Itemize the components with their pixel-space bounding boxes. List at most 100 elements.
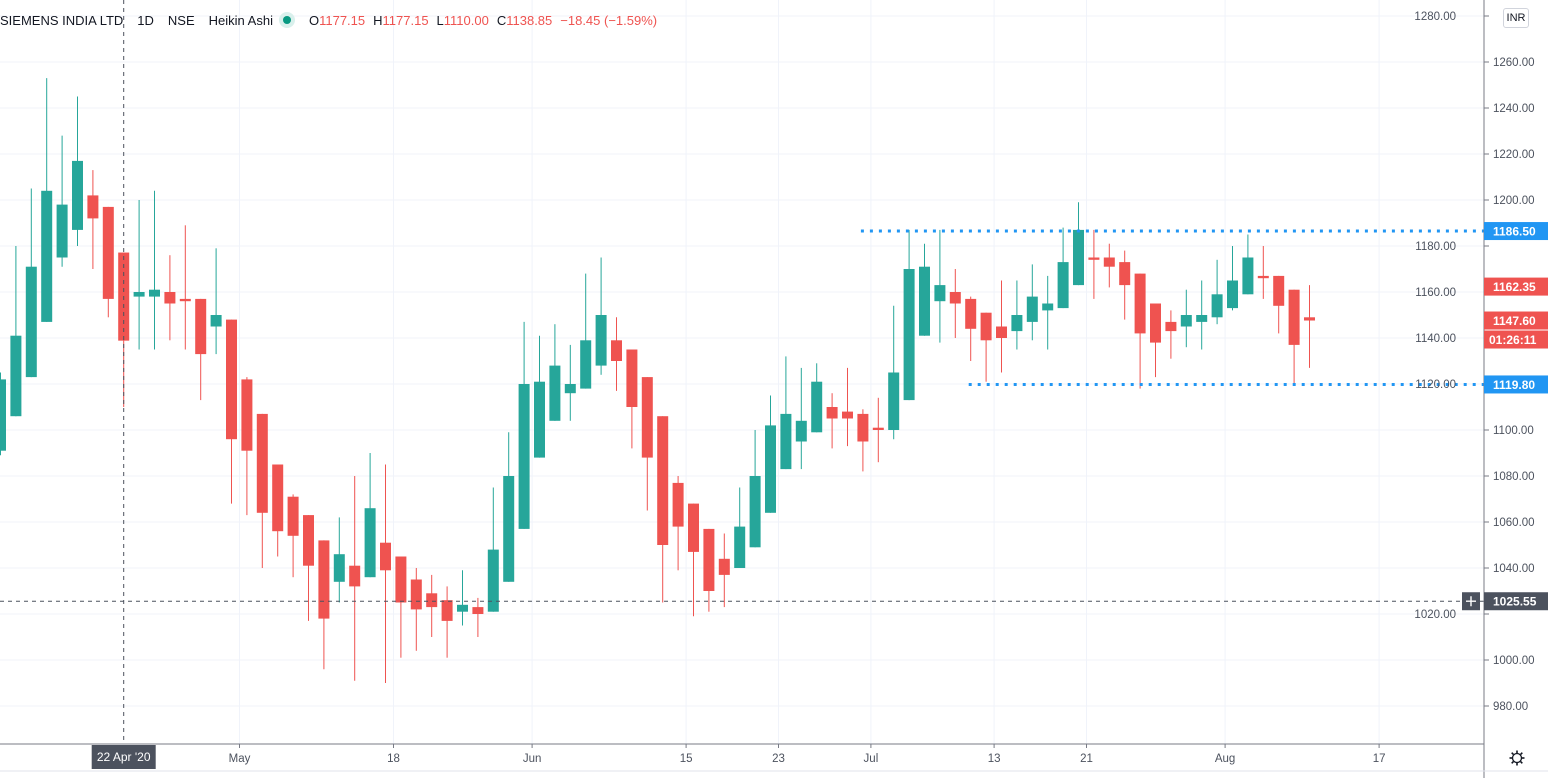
candle-up	[595, 315, 607, 366]
crosshair-price-label: 1025.55	[1493, 595, 1537, 609]
candle-down	[718, 558, 730, 575]
candle-up	[811, 381, 823, 433]
candle-down	[1288, 289, 1300, 345]
candle-down	[256, 413, 268, 513]
candle-down	[102, 206, 114, 299]
candle-down	[703, 528, 715, 591]
change-value: −18.45 (−1.59%)	[560, 12, 658, 28]
currency-button[interactable]: INR	[1503, 8, 1529, 28]
candle-down	[1088, 257, 1100, 260]
candle-up	[934, 285, 946, 302]
interval[interactable]: 1D	[137, 12, 154, 28]
close-value: 1138.85	[506, 12, 553, 28]
candle-up	[580, 340, 592, 389]
candle-up	[1242, 257, 1254, 295]
x-tick-label: 15	[680, 753, 693, 765]
bar-countdown: 01:26:11	[1489, 333, 1537, 347]
low-label: L	[436, 12, 444, 28]
open-value: 1177.15	[319, 12, 366, 28]
candle-down	[1304, 317, 1315, 321]
x-tick-label: 23	[772, 753, 785, 765]
candle-up	[333, 554, 345, 582]
candle-up	[25, 266, 37, 378]
candle-down	[872, 427, 884, 430]
candle-down	[349, 565, 361, 587]
candle-up	[1196, 315, 1208, 322]
candle-down	[980, 312, 992, 341]
price-labels: 1186.50 1119.80 1162.35 1147.60 01:26:11 1025…	[91, 222, 1548, 769]
y-tick-label: 1220.00	[1493, 149, 1535, 161]
candle-down	[226, 319, 237, 440]
candle-down	[426, 593, 438, 608]
candle-up	[1227, 280, 1238, 309]
y-tick-label: 1140.00	[1415, 333, 1456, 345]
candle-down	[1134, 273, 1146, 334]
candle-up	[487, 549, 499, 612]
candle-up	[1026, 296, 1038, 322]
candle-down	[195, 298, 207, 355]
candle-down	[179, 298, 191, 302]
y-tick-label: 1000.00	[1493, 655, 1535, 667]
candle-up	[149, 289, 160, 297]
horizontal-line-price-badge	[1484, 375, 1548, 394]
candle-up	[1057, 262, 1069, 309]
symbol-legend: SIEMENS INDIA LTD 1D NSE Heikin Ashi O 11…	[0, 10, 665, 30]
candle-down	[287, 496, 299, 536]
high-label: H	[373, 12, 383, 28]
candle-down	[87, 195, 99, 219]
candle-up	[1211, 294, 1223, 318]
x-tick-label: May	[229, 753, 251, 765]
candle-down	[1257, 275, 1269, 279]
time-axis[interactable]: May 18 Jun 15 23 Jul 13 21 Aug 17	[0, 743, 1548, 772]
y-tick-label: 1280.00	[1414, 11, 1456, 23]
candle-up	[503, 476, 515, 582]
y-tick-label: 1080.00	[1493, 471, 1535, 483]
candle-up	[210, 315, 222, 327]
y-tick-label: 980.00	[1493, 701, 1528, 713]
price-label: 1147.60	[1493, 314, 1536, 328]
market-status-dot-icon	[282, 16, 291, 24]
candle-down	[1273, 275, 1285, 306]
candle-down	[688, 503, 699, 552]
candle-up	[749, 476, 761, 548]
candle-up	[564, 384, 576, 394]
plus-icon-glyph	[1466, 596, 1476, 607]
crosshair-date-badge	[91, 745, 156, 769]
horizontal-line-price-label: 1119.80	[1493, 378, 1535, 392]
candle-up	[1073, 229, 1084, 286]
candle-down	[380, 542, 391, 571]
y-tick-label: 1040.00	[1493, 563, 1535, 575]
x-tick-label: 21	[1080, 753, 1093, 765]
candle-up	[518, 384, 530, 529]
horizontal-line-price-badge	[1484, 222, 1548, 241]
crosshair-price-badge	[1484, 592, 1548, 611]
candle-down	[842, 411, 853, 419]
candle-up	[534, 381, 545, 458]
candle-down	[318, 540, 330, 619]
gear-icon[interactable]	[1508, 749, 1526, 767]
candle-down	[303, 515, 314, 566]
candle-down	[996, 326, 1007, 338]
y-tick-label: 1180.00	[1415, 241, 1456, 253]
symbol-name[interactable]: SIEMENS INDIA LTD	[0, 12, 124, 28]
candle-down	[472, 607, 484, 614]
candle-up	[549, 365, 561, 421]
candle-up	[795, 420, 807, 442]
open-label: O	[308, 12, 320, 28]
candle-up	[734, 526, 746, 568]
candle-down	[857, 413, 869, 442]
candle-down	[441, 600, 453, 621]
horizontal-line-price-label: 1186.50	[1493, 225, 1536, 239]
candle-down	[410, 579, 422, 610]
candle-down	[672, 482, 684, 527]
countdown-badge	[1484, 330, 1548, 349]
candle-down	[272, 464, 284, 532]
low-value: 1110.00	[443, 12, 489, 28]
candle-down	[1103, 257, 1115, 267]
candle-up	[765, 425, 776, 513]
candle-down	[395, 556, 407, 603]
price-axis[interactable]: 980.00 1000.00 1020.00 1040.00 1060.00 1080.0…	[1414, 0, 1535, 778]
y-tick-label: 1020.00	[1414, 609, 1456, 621]
